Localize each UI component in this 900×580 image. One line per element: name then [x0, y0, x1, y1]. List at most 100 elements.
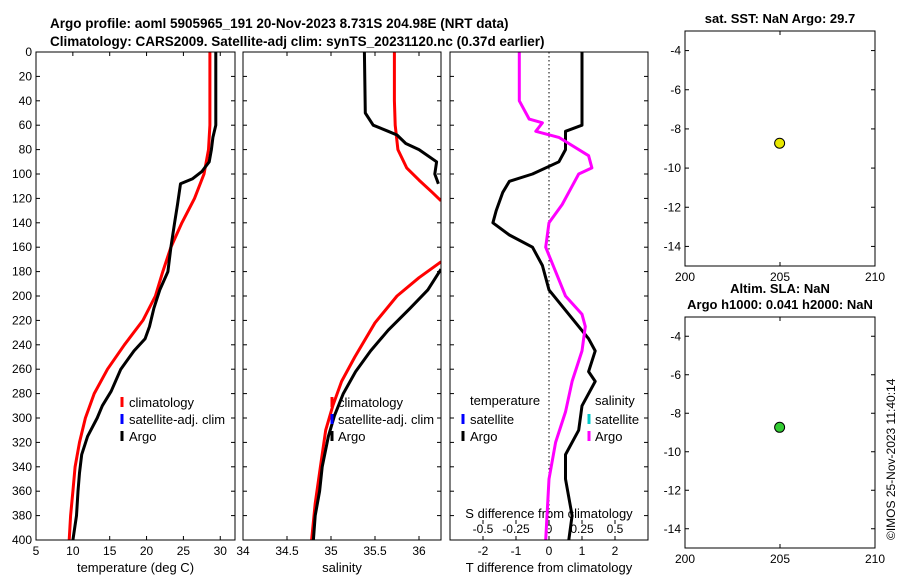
temperature-xlabel: temperature (deg C) — [77, 560, 194, 575]
salinity-diff-xlabel: S difference from climatology — [465, 506, 633, 521]
salinity-legend-label: satellite-adj. clim — [338, 412, 434, 427]
salinity-series-climatology-deep — [310, 260, 441, 540]
salinity-diff-tick-label: 0 — [546, 522, 553, 536]
salinity-diff-tick-label: -0.5 — [473, 522, 494, 536]
salinity-series-argo-deep — [311, 268, 441, 540]
salinity-diff-tick-label: -0.25 — [502, 522, 530, 536]
difference-xlabel: T difference from climatology — [466, 560, 633, 575]
salinity-diff-tick-label: 0.25 — [570, 522, 594, 536]
salinity-xlabel: salinity — [322, 560, 362, 575]
salinity-axes-box — [242, 51, 442, 541]
difference-axes-box — [449, 51, 649, 541]
temperature-axes-box — [35, 51, 236, 541]
depth-tick-label: 100 — [12, 167, 32, 181]
sst-ytick-label: -10 — [664, 161, 682, 175]
diff-legend-salinity-label: Argo — [595, 429, 622, 444]
depth-tick-label: 380 — [12, 509, 32, 523]
sst-xtick-label: 205 — [770, 270, 790, 284]
depth-tick-label: 140 — [12, 216, 32, 230]
difference-series-temperature — [491, 52, 597, 541]
salinity-legend-label: Argo — [338, 429, 365, 444]
depth-tick-label: 200 — [12, 289, 32, 303]
watermark: ©IMOS 25-Nov-2023 11:40:14 — [884, 378, 898, 540]
temperature-series-argo — [71, 52, 218, 541]
sla-panel: -4 -6 -8 -10 -12 -14 200 205 210 Altim. SLA: NaNA… — [664, 281, 886, 566]
depth-tick-label: 180 — [12, 265, 32, 279]
temperature-tick-label: 15 — [103, 544, 117, 558]
difference-tick-label: 0 — [546, 544, 553, 558]
difference-series-salinity — [517, 52, 594, 541]
diff-legend-temperature-title: temperature — [470, 393, 540, 408]
sla-ytick-label: -4 — [670, 329, 681, 343]
temperature-panel: 0 20 40 60 80 100 120 140 160 180 200 220 240 260 280 3… — [12, 45, 235, 575]
depth-tick-label: 240 — [12, 338, 32, 352]
salinity-tick-label: 35.5 — [363, 544, 387, 558]
depth-tick-label: 220 — [12, 313, 32, 327]
sst-ytick-label: -6 — [670, 83, 681, 97]
difference-tick-label: -2 — [478, 544, 489, 558]
salinity-diff-tick-label: 0.5 — [607, 522, 624, 536]
diff-legend-salinity-label: satellite — [595, 412, 639, 427]
temperature-tick-label: 10 — [66, 544, 80, 558]
salinity-series-argo — [362, 52, 440, 185]
title-line-1: Argo profile: aoml 5905965_191 20-Nov-20… — [50, 16, 508, 31]
sla-ytick-label: -10 — [664, 445, 682, 459]
depth-tick-label: 80 — [19, 143, 33, 157]
depth-tick-label: 20 — [19, 69, 33, 83]
salinity-tick-label: 34.5 — [275, 544, 299, 558]
sst-point — [774, 137, 786, 149]
temperature-tick-label: 5 — [33, 544, 40, 558]
sla-xtick-label: 200 — [675, 552, 695, 566]
difference-tick-label: 2 — [612, 544, 619, 558]
sla-point — [774, 421, 786, 433]
salinity-series-climatology — [392, 52, 441, 202]
salinity-tick-label: 36 — [412, 544, 426, 558]
temperature-tick-label: 20 — [140, 544, 154, 558]
temperature-legend-label: climatology — [129, 395, 195, 410]
depth-tick-label: 320 — [12, 435, 32, 449]
temperature-legend-label: satellite-adj. clim — [129, 412, 225, 427]
difference-tick-label: 1 — [579, 544, 586, 558]
sla-title: Argo h1000: 0.041 h2000: NaN — [687, 297, 873, 312]
sst-ytick-label: -8 — [670, 122, 681, 136]
depth-tick-label: 160 — [12, 240, 32, 254]
depth-tick-label: 340 — [12, 460, 32, 474]
salinity-legend-label: climatology — [338, 395, 404, 410]
sst-xtick-label: 210 — [865, 270, 885, 284]
depth-tick-label: 40 — [19, 94, 33, 108]
depth-tick-label: 0 — [25, 45, 32, 59]
sst-title: sat. SST: NaN Argo: 29.7 — [705, 11, 856, 26]
diff-legend-temperature-label: satellite — [470, 412, 514, 427]
depth-tick-label: 280 — [12, 387, 32, 401]
sst-panel: -4 -6 -8 -10 -12 -14 200 205 210 sat. SST: NaN Ar… — [664, 11, 886, 284]
sst-xtick-label: 200 — [675, 270, 695, 284]
temperature-legend-label: Argo — [129, 429, 156, 444]
depth-tick-label: 360 — [12, 484, 32, 498]
sst-ytick-label: -4 — [670, 44, 681, 58]
sla-xtick-label: 210 — [865, 552, 885, 566]
sla-ytick-label: -14 — [664, 522, 682, 536]
diff-legend-temperature-label: Argo — [470, 429, 497, 444]
difference-panel: -2 -1 0 1 2 -0.5 -0.25 0 0.25 0.5S difference fro… — [450, 51, 648, 575]
difference-tick-label: -1 — [511, 544, 522, 558]
sla-ytick-label: -8 — [670, 406, 681, 420]
depth-tick-label: 260 — [12, 362, 32, 376]
sla-ytick-label: -6 — [670, 368, 681, 382]
diff-legend-salinity-title: salinity — [595, 393, 635, 408]
sla-title: Altim. SLA: NaN — [730, 281, 830, 296]
depth-tick-label: 60 — [19, 118, 33, 132]
sst-ytick-label: -12 — [664, 200, 682, 214]
salinity-panel: 34 34.5 35 35.5 36 salinity climatology satelli… — [236, 51, 441, 575]
depth-tick-label: 400 — [12, 533, 32, 547]
temperature-tick-label: 30 — [214, 544, 228, 558]
sla-ytick-label: -12 — [664, 483, 682, 497]
temperature-series-climatology — [67, 52, 212, 541]
title-line-2: Climatology: CARS2009. Satellite-adj cli… — [50, 34, 544, 49]
depth-tick-label: 300 — [12, 411, 32, 425]
salinity-tick-label: 35 — [324, 544, 338, 558]
sla-xtick-label: 205 — [770, 552, 790, 566]
depth-tick-label: 120 — [12, 191, 32, 205]
sst-ytick-label: -14 — [664, 239, 682, 253]
temperature-tick-label: 25 — [177, 544, 191, 558]
